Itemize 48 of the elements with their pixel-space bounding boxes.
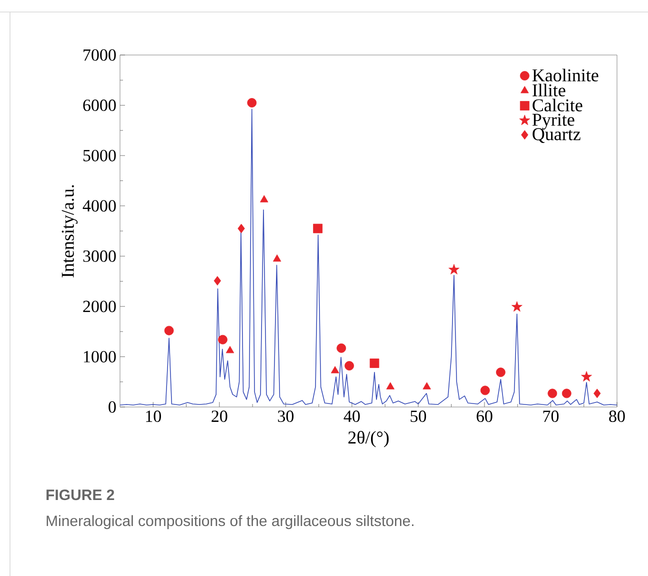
point <box>548 388 558 398</box>
point <box>164 326 174 336</box>
text: FIGURE 2 <box>46 490 114 500</box>
point <box>336 343 346 353</box>
point <box>214 276 221 286</box>
point <box>313 224 323 234</box>
y-tick-label: 5000 <box>83 150 116 162</box>
point <box>496 368 506 378</box>
point <box>247 98 257 108</box>
y-tick-label: 7000 <box>84 49 116 61</box>
legend-label: Illite <box>532 84 566 96</box>
point <box>512 301 522 312</box>
point <box>272 254 282 262</box>
point <box>238 224 245 234</box>
point <box>448 264 460 274</box>
x-axis-title: 2θ/(°) <box>348 430 389 448</box>
point <box>581 371 592 382</box>
point <box>562 388 572 398</box>
x-tick-label: 60 <box>476 410 492 422</box>
legend-label: Pyrite <box>532 114 574 130</box>
y-tick-label: 2000 <box>83 300 116 312</box>
point <box>260 195 268 202</box>
x-tick-label: 40 <box>344 410 360 422</box>
point <box>344 361 354 370</box>
y-tick-label: 1000 <box>84 350 116 362</box>
point <box>480 386 490 396</box>
legend-label: Quartz <box>532 128 580 143</box>
x-tick-label: 20 <box>212 410 228 422</box>
point <box>594 388 601 398</box>
legend-label: Kaolinite <box>532 68 598 82</box>
y-tick-label: 3000 <box>83 250 116 262</box>
x-tick-label: 50 <box>410 410 426 422</box>
text: Mineralogical compositions of the argillaceous siltstone. <box>46 515 414 530</box>
point <box>386 382 394 390</box>
x-tick-label: 80 <box>609 410 625 422</box>
x-tick-label: 30 <box>278 410 294 422</box>
legend-label: Calcite <box>532 98 582 112</box>
y-tick-label: 0 <box>108 401 116 413</box>
x-tick-label: 10 <box>146 410 161 422</box>
point <box>330 366 340 374</box>
y-axis-title: Intensity/a.u. <box>62 185 78 278</box>
point <box>370 358 380 368</box>
point <box>218 334 228 344</box>
y-tick-label: 4000 <box>82 200 116 212</box>
point <box>422 382 431 390</box>
y-tick-label: 6000 <box>83 100 116 112</box>
point <box>226 346 234 354</box>
x-tick-label: 70 <box>543 410 559 422</box>
